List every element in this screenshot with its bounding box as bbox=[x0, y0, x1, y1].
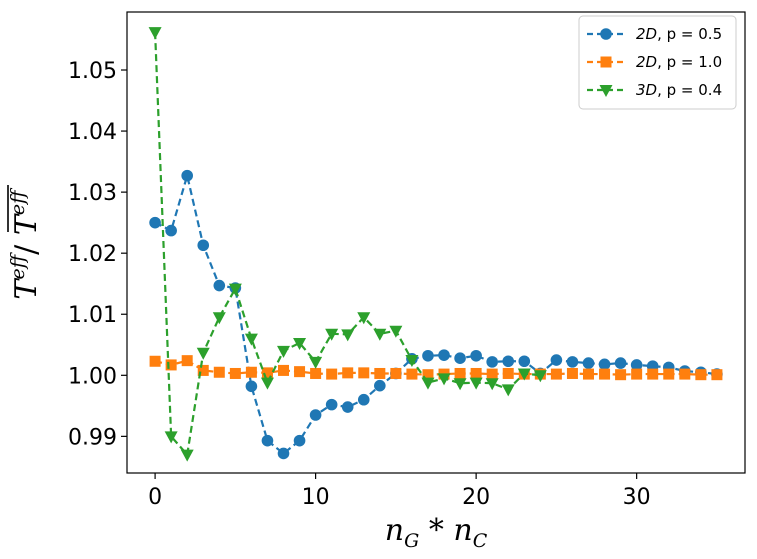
data-point bbox=[294, 366, 305, 377]
data-point bbox=[165, 225, 177, 237]
data-point bbox=[278, 365, 289, 376]
data-point bbox=[358, 367, 369, 378]
data-point bbox=[679, 369, 690, 380]
data-point bbox=[326, 369, 337, 380]
data-point bbox=[262, 435, 274, 447]
data-point bbox=[214, 367, 225, 378]
data-point bbox=[182, 355, 193, 366]
data-point bbox=[518, 355, 530, 367]
legend-label: 3D, p = 0.4 bbox=[636, 81, 722, 99]
x-tick-label: 10 bbox=[302, 485, 330, 510]
y-tick-label: 1.02 bbox=[68, 242, 117, 267]
data-point bbox=[551, 354, 563, 366]
data-point bbox=[695, 369, 706, 380]
data-point bbox=[422, 350, 434, 362]
legend: 2D, p = 0.5 2D, p = 1.0 3D, p = 0.4 bbox=[579, 16, 736, 109]
data-point bbox=[663, 369, 674, 380]
legend-marker bbox=[600, 28, 612, 40]
data-point bbox=[374, 380, 386, 392]
data-point bbox=[470, 350, 482, 362]
data-point bbox=[583, 369, 594, 380]
data-point bbox=[150, 356, 161, 367]
data-point bbox=[551, 369, 562, 380]
x-tick-label: 20 bbox=[462, 485, 490, 510]
data-point bbox=[278, 448, 290, 460]
legend-marker bbox=[601, 57, 612, 68]
data-point bbox=[615, 369, 626, 380]
data-point bbox=[358, 394, 370, 406]
data-point bbox=[711, 369, 722, 380]
data-point bbox=[502, 355, 514, 367]
data-point bbox=[149, 217, 161, 229]
data-point bbox=[342, 367, 353, 378]
data-point bbox=[310, 409, 322, 421]
data-point bbox=[294, 435, 306, 447]
data-point bbox=[599, 369, 610, 380]
data-point bbox=[374, 368, 385, 379]
data-point bbox=[197, 239, 209, 251]
data-point bbox=[487, 369, 498, 380]
legend-label: 2D, p = 0.5 bbox=[636, 25, 722, 43]
data-point bbox=[583, 357, 595, 369]
data-point bbox=[567, 356, 579, 368]
data-point bbox=[455, 368, 466, 379]
data-point bbox=[438, 349, 450, 361]
data-point bbox=[631, 369, 642, 380]
data-point bbox=[599, 359, 611, 371]
y-tick-label: 1.01 bbox=[68, 303, 117, 328]
data-point bbox=[454, 352, 466, 364]
y-axis-label: Teff/ Teff bbox=[7, 187, 44, 300]
legend-label: 2D, p = 1.0 bbox=[636, 53, 722, 71]
data-point bbox=[567, 368, 578, 379]
data-point bbox=[471, 368, 482, 379]
y-tick-label: 1.00 bbox=[68, 364, 117, 389]
x-axis-label: nG * nC bbox=[385, 513, 488, 552]
chart: 0.99 1.00 1.01 1.02 1.03 1.04 1.05 0 10 20 30 Teff… bbox=[0, 0, 757, 559]
data-point bbox=[390, 368, 401, 379]
data-point bbox=[615, 357, 627, 369]
data-point bbox=[181, 170, 193, 182]
data-point bbox=[310, 368, 321, 379]
data-point bbox=[246, 367, 257, 378]
data-point bbox=[326, 399, 338, 411]
x-tick-label: 0 bbox=[148, 485, 162, 510]
data-point bbox=[213, 280, 225, 292]
y-tick-label: 1.04 bbox=[68, 120, 117, 145]
data-point bbox=[230, 368, 241, 379]
data-point bbox=[406, 369, 417, 380]
y-tick-label: 0.99 bbox=[68, 425, 117, 450]
data-point bbox=[486, 356, 498, 368]
data-point bbox=[647, 369, 658, 380]
y-tick-label: 1.03 bbox=[68, 181, 117, 206]
data-point bbox=[342, 401, 354, 413]
data-point bbox=[246, 380, 258, 392]
y-tick-label: 1.05 bbox=[68, 59, 117, 84]
data-point bbox=[503, 368, 514, 379]
x-tick-label: 30 bbox=[623, 485, 651, 510]
